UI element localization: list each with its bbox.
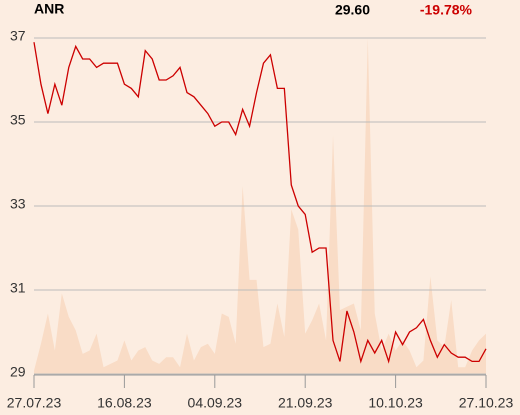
x-tick-label: 16.08.23 [97, 395, 152, 411]
y-tick-label: 33 [10, 196, 26, 212]
x-tick-label: 27.10.23 [459, 395, 514, 411]
ticker: ANR [34, 1, 64, 17]
price: 29.60 [335, 2, 370, 18]
change: -19.78% [420, 2, 473, 18]
x-tick-label: 27.07.23 [7, 395, 62, 411]
y-tick-label: 29 [10, 364, 26, 380]
y-tick-label: 37 [10, 28, 26, 44]
price-line [33, 42, 487, 364]
y-tick-label: 31 [10, 280, 26, 296]
x-tick-label: 21.09.23 [278, 395, 333, 411]
y-tick-label: 35 [10, 112, 26, 128]
x-tick-label: 10.10.23 [368, 395, 423, 411]
x-tick-label: 04.09.23 [188, 395, 243, 411]
